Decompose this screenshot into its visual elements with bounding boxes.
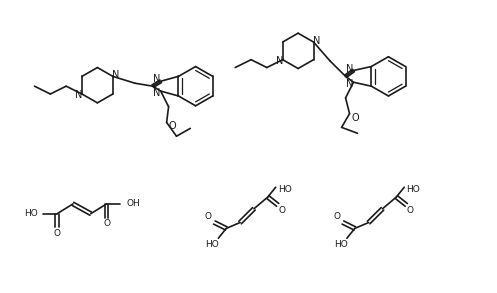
Text: N: N	[153, 74, 161, 84]
Text: O: O	[407, 206, 414, 215]
Text: N: N	[276, 56, 283, 66]
Text: O: O	[168, 121, 176, 131]
Text: OH: OH	[126, 200, 140, 208]
Text: HO: HO	[24, 209, 37, 218]
Text: O: O	[54, 229, 61, 238]
Text: HO: HO	[206, 240, 219, 249]
Text: N: N	[112, 70, 119, 80]
Text: N: N	[153, 88, 161, 98]
Text: O: O	[205, 212, 212, 221]
Text: HO: HO	[334, 240, 348, 249]
Text: N: N	[76, 90, 83, 100]
Text: N: N	[313, 36, 320, 46]
Text: N: N	[346, 64, 353, 74]
Text: O: O	[333, 212, 340, 221]
Text: N: N	[346, 79, 353, 89]
Text: HO: HO	[278, 185, 291, 194]
Text: O: O	[278, 206, 285, 215]
Text: O: O	[352, 113, 359, 122]
Text: O: O	[103, 219, 110, 228]
Text: HO: HO	[406, 185, 420, 194]
